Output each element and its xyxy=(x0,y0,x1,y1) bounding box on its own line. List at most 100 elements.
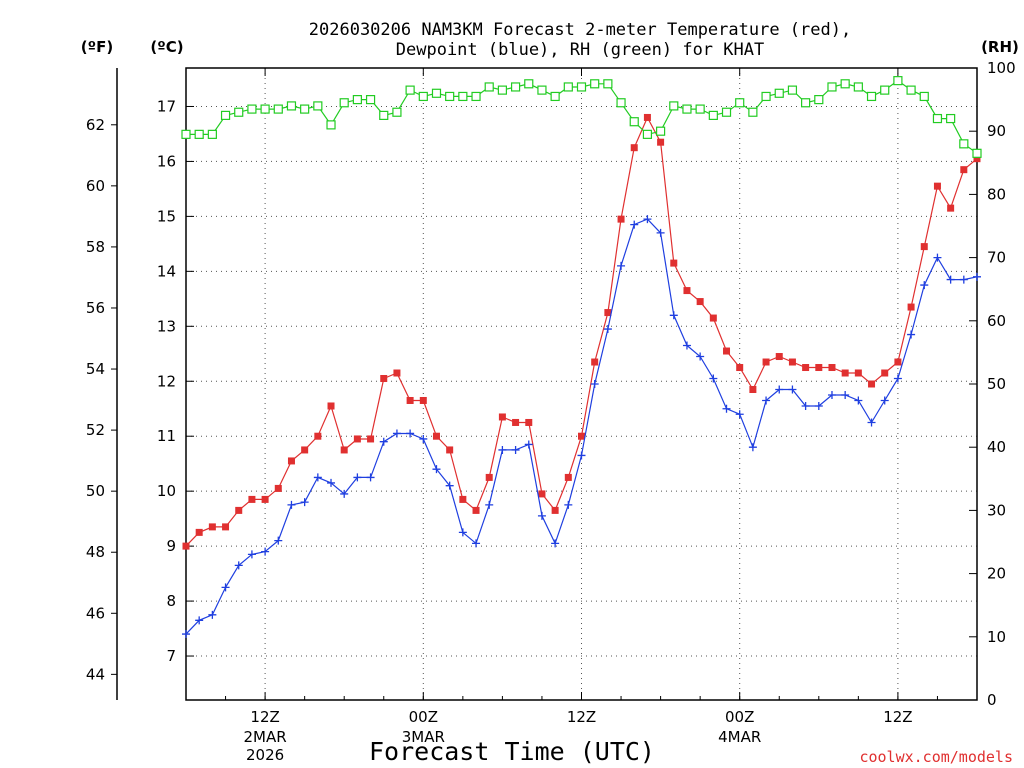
temperature-point xyxy=(578,432,585,440)
rh-point xyxy=(616,98,626,108)
temperature-point xyxy=(222,523,230,531)
dewpoint-point xyxy=(234,561,243,570)
temperature-point xyxy=(617,215,625,223)
temperature-point xyxy=(287,457,295,465)
temperature-point xyxy=(274,484,282,492)
rh-point xyxy=(827,82,837,92)
temperature-point xyxy=(881,369,889,377)
celsius-tick-label: 9 xyxy=(166,537,176,555)
rh-point xyxy=(972,148,982,158)
rh-point xyxy=(735,98,745,108)
dewpoint-point xyxy=(854,396,863,405)
rh-point xyxy=(194,129,204,139)
temperature-point xyxy=(538,490,546,498)
dewpoint-point xyxy=(841,390,850,399)
dewpoint-point xyxy=(946,275,955,284)
dewpoint-point xyxy=(867,418,876,427)
rh-point xyxy=(471,91,481,102)
dewpoint-point xyxy=(327,478,336,487)
rh-point xyxy=(748,107,758,117)
dewpoint-point xyxy=(709,374,718,383)
rh-point xyxy=(326,120,336,130)
chart-title-line-1: 2026030206 NAM3KM Forecast 2-meter Tempe… xyxy=(309,20,851,40)
temperature-point xyxy=(340,446,348,454)
celsius-tick-label: 11 xyxy=(157,427,176,445)
fahrenheit-unit-label: (ºF) xyxy=(81,38,113,56)
dewpoint-point xyxy=(630,220,639,229)
dewpoint-point xyxy=(827,390,836,399)
dewpoint-point xyxy=(379,437,388,446)
temperature-point xyxy=(314,432,322,440)
temperature-point xyxy=(841,369,849,377)
rh-series xyxy=(181,76,982,158)
x-tick-label: 12Z xyxy=(250,708,279,726)
celsius-tick-label: 15 xyxy=(157,207,176,225)
temperature-point xyxy=(630,144,638,152)
gridlines xyxy=(186,68,977,700)
rh-tick-label: 90 xyxy=(987,122,1006,140)
rh-point xyxy=(181,129,191,139)
rh-point xyxy=(946,113,956,124)
temperature-point xyxy=(472,506,480,514)
fahrenheit-tick-label: 60 xyxy=(86,177,105,195)
dewpoint-point xyxy=(748,443,757,452)
dewpoint-point xyxy=(458,528,467,537)
dewpoint-point xyxy=(406,429,415,438)
x-tick-label: 00Z xyxy=(409,708,438,726)
temperature-point xyxy=(406,396,414,404)
temperature-point xyxy=(564,473,572,481)
fahrenheit-tick-label: 44 xyxy=(86,665,105,683)
rh-point xyxy=(576,82,587,92)
rh-point xyxy=(642,129,653,139)
rh-point xyxy=(220,110,231,121)
rh-point xyxy=(497,85,507,95)
dewpoint-point xyxy=(920,281,929,290)
temperature-point xyxy=(933,182,941,190)
temperature-point xyxy=(261,495,269,503)
temperature-point xyxy=(446,446,454,454)
rh-point xyxy=(655,126,666,136)
rh-point xyxy=(300,104,310,114)
celsius-tick-label: 10 xyxy=(157,482,176,500)
temperature-line xyxy=(185,116,978,547)
dewpoint-point xyxy=(577,451,586,460)
temperature-series xyxy=(182,113,981,550)
dewpoint-point xyxy=(524,440,533,449)
rh-point xyxy=(207,129,217,139)
rh-point xyxy=(801,98,811,108)
dewpoint-point xyxy=(287,500,296,509)
dewpoint-point xyxy=(590,380,599,388)
x-axis-title: Forecast Time (UTC) xyxy=(369,737,655,766)
rh-point xyxy=(379,110,389,121)
dewpoint-point xyxy=(353,473,362,482)
rh-point xyxy=(484,82,494,92)
temperature-point xyxy=(353,435,361,443)
rh-point xyxy=(524,79,534,89)
dewpoint-point xyxy=(893,374,902,383)
celsius-tick-label: 12 xyxy=(157,372,176,390)
dewpoint-point xyxy=(221,583,230,592)
dewpoint-point xyxy=(762,396,771,405)
temperature-point xyxy=(301,446,309,454)
temperature-point xyxy=(960,166,968,174)
dewpoint-point xyxy=(261,547,270,556)
dewpoint-point xyxy=(682,341,691,350)
dewpoint-point xyxy=(907,330,916,339)
celsius-tick-label: 16 xyxy=(157,152,176,170)
dewpoint-point xyxy=(656,228,665,237)
rh-tick-label: 20 xyxy=(987,565,1006,583)
fahrenheit-tick-label: 62 xyxy=(86,116,105,134)
rh-point xyxy=(893,76,903,86)
rh-point xyxy=(445,91,455,102)
temperature-point xyxy=(723,347,731,355)
dewpoint-point xyxy=(274,536,283,545)
credit-text: coolwx.com/models xyxy=(859,748,1013,766)
celsius-tick-label: 14 xyxy=(157,262,176,280)
dewpoint-point xyxy=(564,500,573,509)
rh-point xyxy=(550,91,560,102)
temperature-point xyxy=(551,506,559,514)
rh-point xyxy=(392,107,402,117)
dewpoint-point xyxy=(195,616,204,625)
dewpoint-point xyxy=(959,275,968,284)
axes xyxy=(111,67,978,701)
